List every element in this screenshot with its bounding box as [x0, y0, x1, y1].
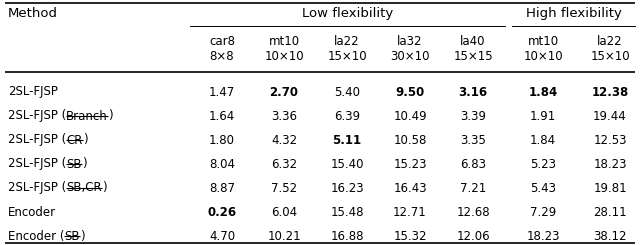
Text: High flexibility: High flexibility — [525, 8, 621, 21]
Text: 3.36: 3.36 — [271, 110, 297, 122]
Text: 5.43: 5.43 — [530, 182, 556, 195]
Text: 12.06: 12.06 — [456, 230, 490, 243]
Text: 6.39: 6.39 — [334, 110, 360, 122]
Text: Encoder (: Encoder ( — [8, 230, 65, 243]
Text: car8: car8 — [209, 36, 235, 49]
Text: 6.32: 6.32 — [271, 158, 297, 171]
Text: 2.70: 2.70 — [269, 86, 298, 98]
Text: 1.84: 1.84 — [529, 86, 557, 98]
Text: 18.23: 18.23 — [593, 158, 627, 171]
Text: 10.49: 10.49 — [393, 110, 427, 122]
Text: mt10: mt10 — [527, 36, 559, 49]
Text: 28.11: 28.11 — [593, 206, 627, 219]
Text: 4.32: 4.32 — [271, 134, 297, 147]
Text: 3.39: 3.39 — [460, 110, 486, 122]
Text: 6.83: 6.83 — [460, 158, 486, 171]
Text: 7.29: 7.29 — [530, 206, 556, 219]
Text: 10×10: 10×10 — [264, 50, 304, 63]
Text: 16.43: 16.43 — [393, 182, 427, 195]
Text: Branch: Branch — [67, 110, 108, 122]
Text: 1.47: 1.47 — [209, 86, 235, 98]
Text: 15×10: 15×10 — [327, 50, 367, 63]
Text: la32: la32 — [397, 36, 423, 49]
Text: 15×15: 15×15 — [453, 50, 493, 63]
Text: 15.48: 15.48 — [330, 206, 364, 219]
Text: Encoder: Encoder — [8, 206, 56, 219]
Text: ): ) — [108, 110, 113, 122]
Text: 5.40: 5.40 — [334, 86, 360, 98]
Text: 19.44: 19.44 — [593, 110, 627, 122]
Text: 12.71: 12.71 — [393, 206, 427, 219]
Text: 15.40: 15.40 — [330, 158, 364, 171]
Text: 3.16: 3.16 — [458, 86, 488, 98]
Text: 7.52: 7.52 — [271, 182, 297, 195]
Text: ): ) — [80, 230, 84, 243]
Text: 1.64: 1.64 — [209, 110, 235, 122]
Text: 18.23: 18.23 — [526, 230, 560, 243]
Text: 8.87: 8.87 — [209, 182, 235, 195]
Text: mt10: mt10 — [268, 36, 300, 49]
Text: 15×10: 15×10 — [590, 50, 630, 63]
Text: 16.23: 16.23 — [330, 182, 364, 195]
Text: 8.04: 8.04 — [209, 158, 235, 171]
Text: ): ) — [83, 134, 87, 147]
Text: la22: la22 — [334, 36, 360, 49]
Text: 2SL-FJSP (: 2SL-FJSP ( — [8, 158, 67, 171]
Text: 3.35: 3.35 — [460, 134, 486, 147]
Text: 10×10: 10×10 — [523, 50, 563, 63]
Text: la40: la40 — [460, 36, 486, 49]
Text: 6.04: 6.04 — [271, 206, 297, 219]
Text: CR: CR — [67, 134, 83, 147]
Text: 1.91: 1.91 — [530, 110, 556, 122]
Text: 8×8: 8×8 — [210, 50, 234, 63]
Text: 2SL-FJSP (: 2SL-FJSP ( — [8, 182, 67, 195]
Text: 2SL-FJSP: 2SL-FJSP — [8, 86, 58, 98]
Text: 38.12: 38.12 — [593, 230, 627, 243]
Text: 1.84: 1.84 — [530, 134, 556, 147]
Text: 16.88: 16.88 — [330, 230, 364, 243]
Text: 12.38: 12.38 — [591, 86, 628, 98]
Text: 2SL-FJSP (: 2SL-FJSP ( — [8, 134, 67, 147]
Text: 1.80: 1.80 — [209, 134, 235, 147]
Text: 5.23: 5.23 — [530, 158, 556, 171]
Text: Low flexibility: Low flexibility — [302, 8, 393, 21]
Text: 12.53: 12.53 — [593, 134, 627, 147]
Text: 12.68: 12.68 — [456, 206, 490, 219]
Text: 7.21: 7.21 — [460, 182, 486, 195]
Text: SB: SB — [67, 158, 82, 171]
Text: 9.50: 9.50 — [396, 86, 424, 98]
Text: ): ) — [102, 182, 106, 195]
Text: la22: la22 — [597, 36, 623, 49]
Text: 10.58: 10.58 — [394, 134, 427, 147]
Text: 4.70: 4.70 — [209, 230, 235, 243]
Text: 15.23: 15.23 — [393, 158, 427, 171]
Text: SB: SB — [65, 230, 80, 243]
Text: SB,CR: SB,CR — [67, 182, 102, 195]
Text: 19.81: 19.81 — [593, 182, 627, 195]
Text: Method: Method — [8, 8, 58, 21]
Text: 10.21: 10.21 — [267, 230, 301, 243]
Text: ): ) — [82, 158, 86, 171]
Text: 30×10: 30×10 — [390, 50, 429, 63]
Text: 15.32: 15.32 — [393, 230, 427, 243]
Text: 5.11: 5.11 — [332, 134, 362, 147]
Text: 0.26: 0.26 — [207, 206, 237, 219]
Text: 2SL-FJSP (: 2SL-FJSP ( — [8, 110, 67, 122]
